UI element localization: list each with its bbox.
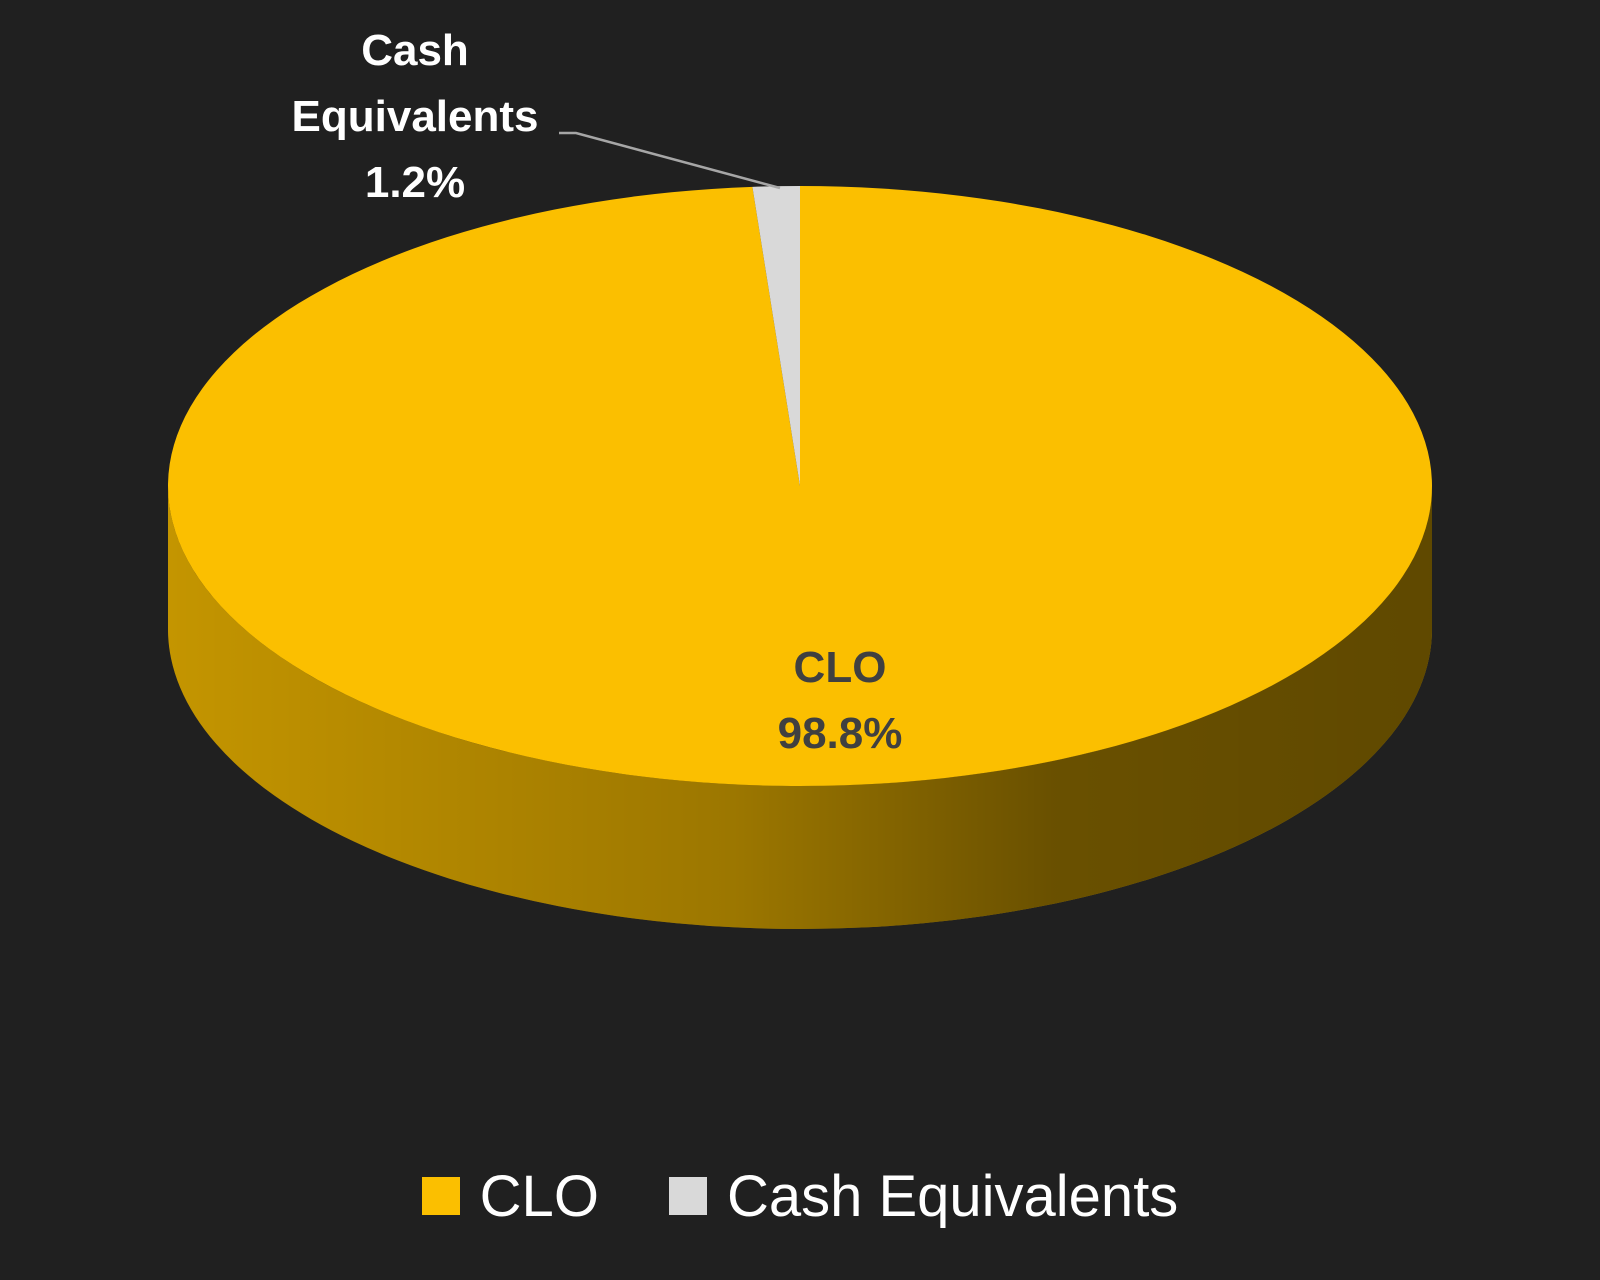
pie-slice	[752, 186, 800, 486]
leader-line	[559, 131, 781, 190]
data-label: CLO 98.8%	[690, 635, 990, 767]
data-label-category: CLO	[793, 643, 887, 692]
data-label-category: Cash Equivalents	[291, 26, 539, 141]
pie	[168, 186, 1432, 929]
legend-label: Cash Equivalents	[726, 1163, 1179, 1229]
legend-swatch	[668, 1177, 707, 1215]
pie-slice	[168, 186, 1432, 787]
legend-item: Cash Equivalents	[668, 1163, 1179, 1230]
data-label: Cash Equivalents 1.2%	[275, 18, 555, 216]
legend-item: CLO	[421, 1163, 599, 1230]
legend: CLO Cash Equivalents	[0, 1160, 1600, 1232]
data-label-value: 98.8%	[777, 709, 903, 758]
data-label-value: 1.2%	[364, 158, 466, 207]
legend-swatch	[421, 1177, 460, 1215]
legend-label: CLO	[479, 1163, 599, 1229]
pie-side-shade	[168, 486, 1432, 929]
